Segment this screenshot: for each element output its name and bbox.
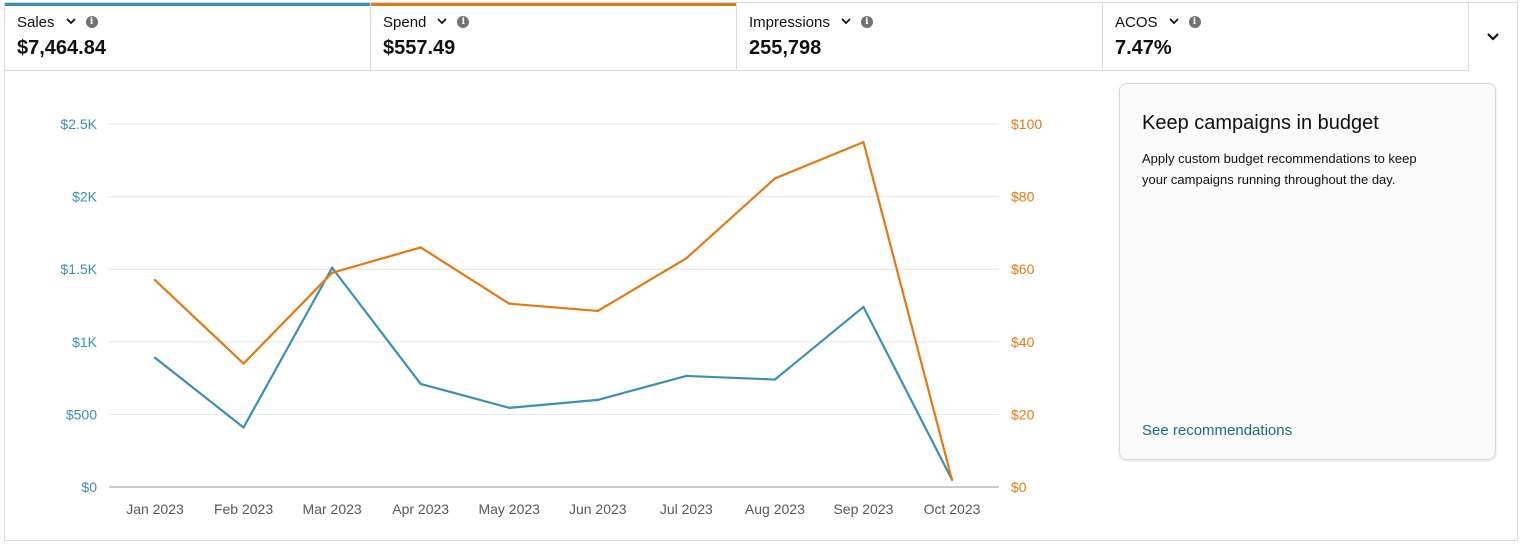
- metric-label: Spend: [383, 13, 427, 31]
- series-line-sales: [154, 266, 953, 481]
- x-axis-tick-label: Aug 2023: [745, 501, 805, 517]
- right-axis-tick-label: $20: [1011, 406, 1035, 422]
- data-point-sales: [508, 406, 511, 410]
- left-axis-tick-label: $2K: [72, 189, 98, 205]
- chevron-down-icon[interactable]: [437, 16, 448, 26]
- data-point-sales: [773, 378, 777, 381]
- x-axis-tick-label: Mar 2023: [303, 501, 362, 517]
- data-point-sales: [242, 426, 245, 429]
- data-point-sales: [419, 382, 422, 386]
- chevron-down-icon[interactable]: [65, 16, 76, 26]
- series-line-spend: [154, 141, 954, 481]
- data-point-spend: [508, 302, 511, 305]
- metric-value: 255,798: [749, 37, 822, 59]
- data-point-spend: [862, 140, 865, 144]
- data-point-spend: [419, 246, 422, 249]
- x-axis-tick-label: Sep 2023: [833, 501, 893, 517]
- right-axis-tick-label: $80: [1011, 189, 1035, 205]
- left-axis-tick-label: $500: [66, 406, 97, 422]
- sales-spend-line-chart: $0 $500 $1K $1.5K $2K $2.5K $0 $20 $40 $60 $80 $100…: [60, 116, 1042, 517]
- metric-tile-spend[interactable]: Spend i $557.49: [371, 3, 737, 71]
- x-axis-tick-label: May 2023: [478, 501, 540, 517]
- metric-tile-sales[interactable]: Sales i $7,464.84: [5, 3, 371, 71]
- left-axis-tick-label: $1.5K: [60, 261, 97, 277]
- x-axis-tick-label: Feb 2023: [214, 501, 273, 517]
- metric-selector-bar: Sales i $7,464.84 Spend i $557.49 Impres…: [5, 3, 1517, 71]
- data-point-sales: [862, 305, 865, 309]
- left-axis-tick-label: $0: [81, 479, 97, 495]
- info-icon[interactable]: i: [85, 16, 98, 28]
- info-icon[interactable]: i: [457, 16, 470, 28]
- x-axis-tick-label: Jan 2023: [126, 501, 184, 517]
- metric-value: 7.47%: [1115, 37, 1172, 59]
- data-point-spend: [153, 278, 157, 282]
- right-axis-tick-label: $60: [1011, 261, 1035, 277]
- metric-active-indicator: [5, 3, 370, 6]
- chevron-down-icon[interactable]: [841, 16, 851, 26]
- x-axis-tick-label: Oct 2023: [924, 501, 981, 517]
- left-axis-tick-label: $1K: [72, 334, 98, 350]
- metric-label: Sales: [17, 13, 55, 31]
- data-point-sales: [596, 398, 599, 402]
- right-axis-tick-label: $40: [1011, 334, 1035, 350]
- metric-active-indicator: [371, 3, 736, 6]
- data-point-sales: [153, 356, 157, 359]
- chevron-down-icon: [1487, 33, 1499, 41]
- x-axis-tick-label: Apr 2023: [392, 501, 449, 517]
- data-point-spend: [685, 257, 688, 260]
- info-icon[interactable]: i: [1188, 16, 1201, 28]
- data-point-sales: [685, 374, 688, 378]
- metric-tile-impressions[interactable]: Impressions i 255,798: [737, 3, 1103, 71]
- right-axis-tick-label: $100: [1011, 116, 1042, 132]
- recommendation-card: Keep campaigns in budget Apply custom bu…: [1119, 83, 1496, 460]
- metric-tile-acos[interactable]: ACOS i 7.47%: [1103, 3, 1469, 71]
- recommendation-text: Apply custom budget recommendations to k…: [1142, 151, 1417, 187]
- data-point-spend: [596, 309, 599, 313]
- expand-metrics-button[interactable]: [1469, 3, 1517, 71]
- data-point-spend: [242, 362, 245, 365]
- metric-value: $7,464.84: [17, 37, 106, 59]
- data-point-spend: [773, 177, 777, 180]
- info-icon[interactable]: i: [860, 16, 873, 28]
- x-axis-tick-label: Jun 2023: [569, 501, 627, 517]
- metric-value: $557.49: [383, 37, 456, 59]
- recommendation-title: Keep campaigns in budget: [1142, 112, 1379, 134]
- see-recommendations-link[interactable]: See recommendations: [1142, 422, 1293, 439]
- metric-label: Impressions: [749, 13, 830, 31]
- data-point-spend: [330, 271, 334, 275]
- chevron-down-icon[interactable]: [1168, 16, 1179, 26]
- metric-label: ACOS: [1115, 13, 1158, 31]
- left-axis-tick-label: $2.5K: [60, 116, 97, 132]
- right-axis-tick-label: $0: [1011, 479, 1027, 495]
- data-point-spend: [950, 478, 954, 481]
- data-point-sales: [330, 266, 334, 269]
- x-axis-tick-label: Jul 2023: [660, 501, 713, 517]
